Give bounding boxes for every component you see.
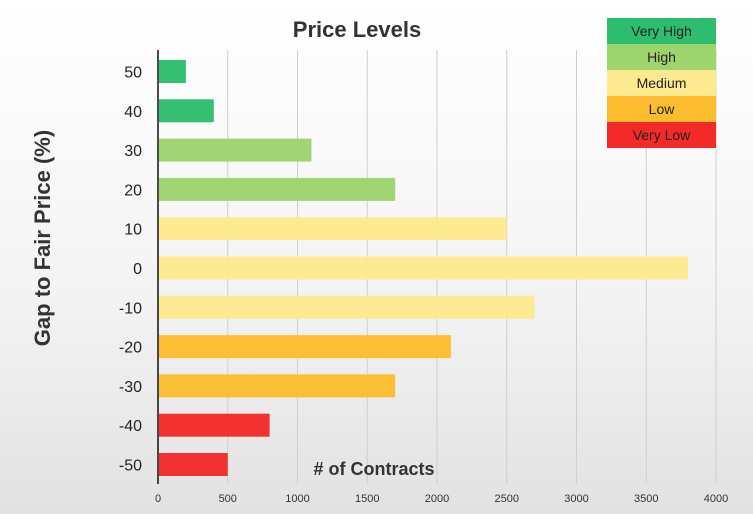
x-axis-label: # of Contracts: [313, 459, 434, 479]
legend-swatch: [607, 96, 716, 122]
y-tick-label: 30: [124, 143, 142, 160]
bar: [159, 453, 228, 476]
bar: [159, 295, 535, 319]
y-tick-label: -50: [119, 458, 142, 475]
legend-label: High: [647, 49, 676, 65]
x-tick-label: 2000: [425, 493, 449, 505]
bar: [159, 256, 689, 280]
legend-swatch: [607, 18, 716, 44]
y-tick-label: 0: [133, 261, 142, 278]
y-tick-label: 20: [124, 182, 142, 199]
x-tick-label: 0: [155, 493, 161, 505]
legend-label: Low: [649, 101, 676, 117]
y-tick-label: -20: [119, 340, 142, 357]
legend-swatch: [607, 122, 716, 148]
x-tick-label: 1500: [355, 493, 379, 505]
x-tick-label: 500: [219, 493, 237, 505]
legend: Very High High Medium Low Very Low: [607, 18, 716, 148]
x-tick-label: 1000: [285, 493, 309, 505]
bar: [159, 374, 396, 398]
legend-label: Very High: [631, 23, 692, 39]
y-tick-label: -10: [119, 300, 142, 317]
legend-swatch: [607, 70, 716, 96]
bars: [159, 60, 689, 476]
bar: [159, 217, 507, 241]
legend-label: Very Low: [633, 127, 691, 143]
y-tick-labels: 50 40 30 20 10 0 -10 -20 -30 -40 -50: [119, 65, 142, 475]
y-axis-label: Gap to Fair Price (%): [30, 130, 55, 346]
legend-label: Medium: [637, 75, 687, 91]
x-tick-label: 3500: [634, 493, 658, 505]
y-tick-label: 10: [124, 222, 142, 239]
x-tick-label: 4000: [704, 493, 728, 505]
bar: [159, 60, 186, 83]
bar: [159, 138, 312, 162]
chart-title: Price Levels: [293, 17, 421, 42]
bar: [159, 413, 270, 437]
x-tick-label: 2500: [495, 493, 519, 505]
bar: [159, 99, 214, 123]
legend-swatch: [607, 44, 716, 70]
bar: [159, 177, 396, 201]
x-tick-label: 3000: [564, 493, 588, 505]
x-tick-labels: 0 500 1000 1500 2000 2500 3000 3500 4000: [155, 493, 728, 505]
y-tick-label: -30: [119, 379, 142, 396]
bar: [159, 335, 451, 359]
y-tick-label: 40: [124, 104, 142, 121]
y-tick-label: -40: [119, 418, 142, 435]
y-tick-label: 50: [124, 65, 142, 82]
